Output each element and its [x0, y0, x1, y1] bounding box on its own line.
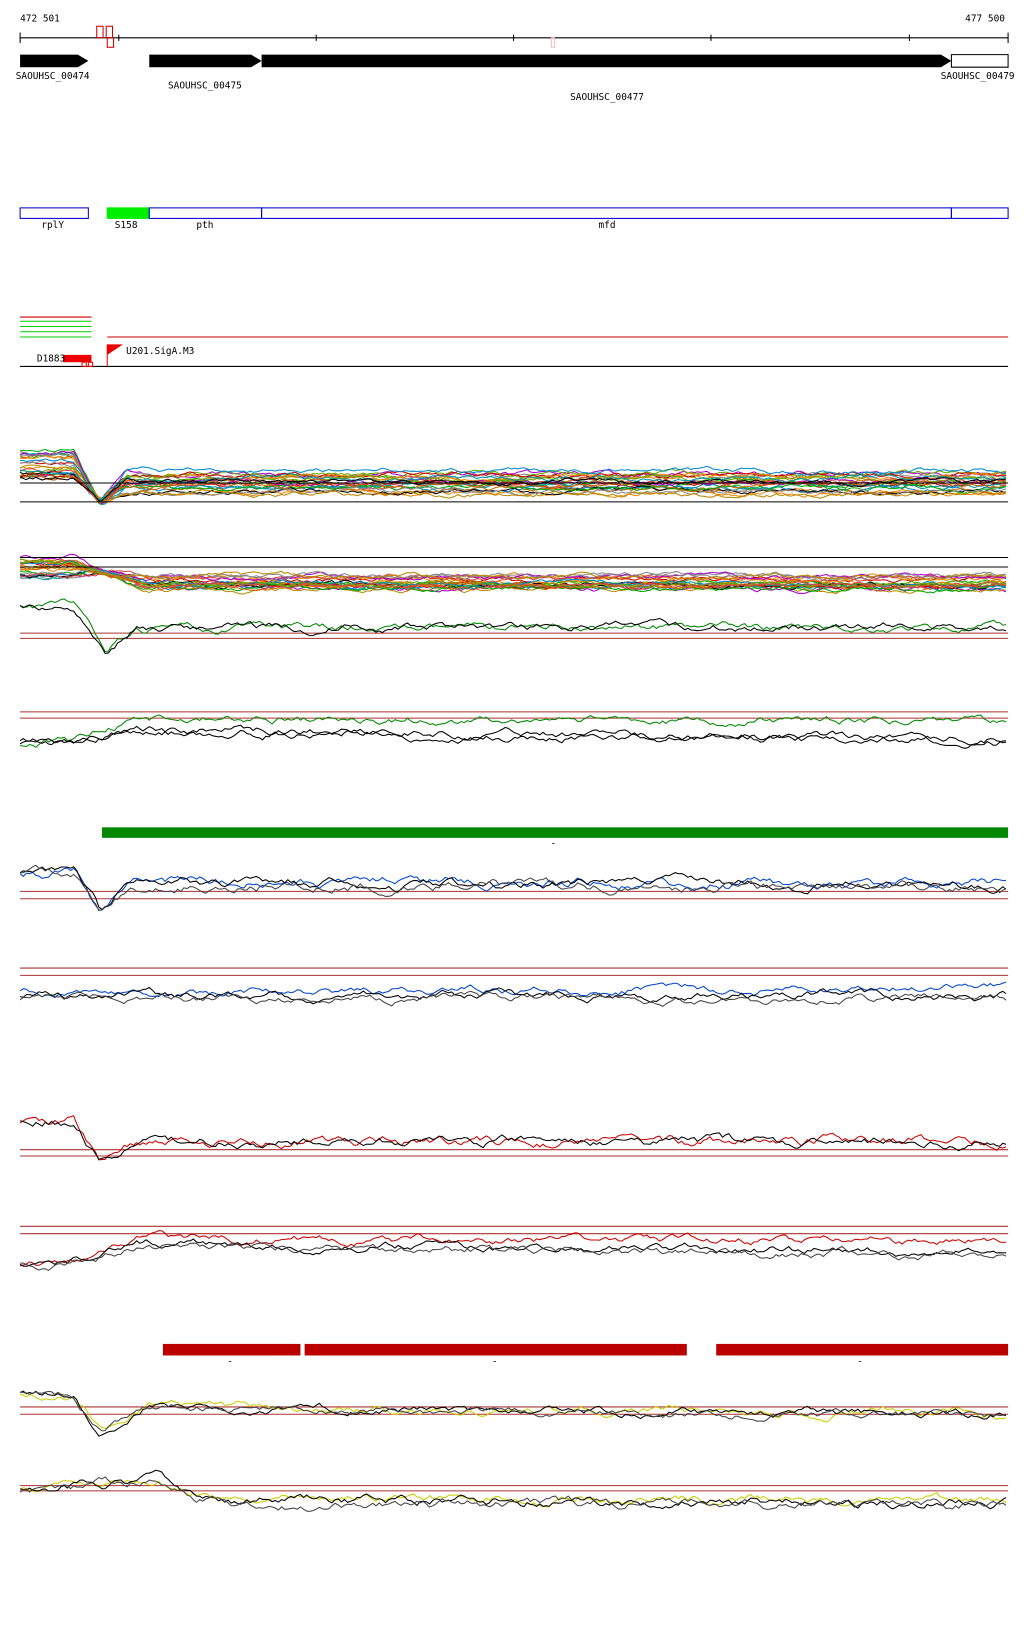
signal-line: [19, 1230, 1007, 1267]
scale-ticks: [19, 32, 1009, 44]
site-label: D1883: [37, 354, 65, 365]
signal-line: [19, 1390, 1007, 1437]
gene-label: SAOUHSC_00479: [941, 71, 1015, 82]
segment-bar: [162, 1343, 301, 1356]
signal-line: [19, 867, 1007, 911]
feature-label: pth: [196, 220, 213, 231]
signal-line: [20, 1469, 1007, 1510]
feature-label: S158: [115, 220, 138, 231]
signal-line: [19, 725, 1007, 749]
signal-line: [20, 864, 1007, 912]
feature-label: rplY: [41, 220, 64, 231]
scale-end: 477 500: [965, 13, 1005, 24]
segment-label: -: [857, 1356, 863, 1367]
signal-line: [19, 1476, 1007, 1512]
signal-line: [20, 448, 1007, 502]
segment-label: -: [492, 1356, 498, 1367]
signal-line: [19, 724, 1007, 746]
expression-tracks: [19, 448, 1009, 1512]
signal-line: [20, 452, 1007, 502]
scale-start: 472 501: [20, 13, 60, 24]
signal-line: [19, 464, 1007, 503]
signal-line: [20, 458, 1006, 502]
signal-line: [19, 1115, 1007, 1161]
signal-line: [19, 1120, 1007, 1160]
regulator-track: [20, 316, 1009, 367]
signal-line: [20, 1242, 1007, 1272]
signal-line: [19, 465, 1007, 505]
signal-line: [19, 866, 1007, 911]
signal-line: [19, 990, 1007, 1007]
signal-line: [19, 469, 1007, 502]
scale-markers: [96, 25, 556, 48]
segment-label: -: [227, 1356, 233, 1367]
signal-line: [19, 604, 1007, 654]
segment-bar: [304, 1343, 687, 1356]
gene-label: SAOUHSC_00474: [16, 71, 90, 82]
promoter-label: U201.SigA.M3: [126, 346, 194, 357]
feature-label: mfd: [598, 220, 615, 231]
signal-line: [20, 1390, 1007, 1432]
segment-bar: [102, 827, 1009, 838]
signal-line: [19, 565, 1007, 582]
gene-label: SAOUHSC_00477: [570, 92, 644, 103]
segment-bar: [716, 1343, 1009, 1356]
signal-line: [20, 455, 1007, 500]
signal-line: [19, 1479, 1007, 1508]
gene-arrows: [20, 54, 1009, 68]
signal-line: [19, 1238, 1007, 1267]
signal-line: [19, 470, 1007, 500]
segment-label: -: [551, 839, 557, 850]
signal-line: [20, 986, 1007, 1005]
gene-label: SAOUHSC_00475: [168, 81, 242, 92]
signal-line: [20, 714, 1007, 749]
feature-boxes: [19, 207, 1009, 219]
signal-line: [19, 598, 1007, 653]
signal-line: [19, 571, 1007, 591]
